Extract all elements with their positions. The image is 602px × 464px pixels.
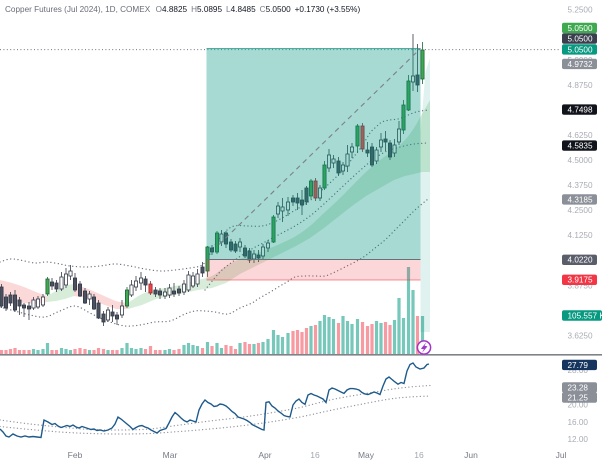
svg-text:4.3185: 4.3185 (568, 195, 593, 204)
svg-text:5.2500: 5.2500 (568, 6, 593, 15)
svg-text:16: 16 (310, 450, 320, 460)
svg-text:Jun: Jun (464, 450, 478, 460)
svg-text:3.6250: 3.6250 (568, 331, 593, 340)
svg-text:3.8750: 3.8750 (568, 281, 593, 290)
svg-text:12.00: 12.00 (568, 435, 589, 444)
svg-text:4.2500: 4.2500 (568, 206, 593, 215)
svg-text:27.79: 27.79 (568, 361, 589, 370)
svg-text:20.00: 20.00 (568, 401, 589, 410)
svg-text:5.0500: 5.0500 (568, 45, 593, 54)
svg-text:4.0220: 4.0220 (568, 256, 593, 265)
svg-text:4.7498: 4.7498 (568, 106, 593, 115)
svg-text:May: May (358, 450, 375, 460)
svg-text:Apr: Apr (258, 450, 271, 460)
svg-text:Mar: Mar (163, 450, 178, 460)
svg-text:5.0500: 5.0500 (568, 34, 593, 43)
svg-text:Jul: Jul (556, 450, 567, 460)
svg-text:4.6250: 4.6250 (568, 131, 593, 140)
svg-text:16: 16 (414, 450, 424, 460)
svg-text:5.0500: 5.0500 (568, 24, 593, 33)
svg-text:4.5000: 4.5000 (568, 156, 593, 165)
svg-text:4.5835: 4.5835 (568, 142, 593, 151)
svg-text:4.9732: 4.9732 (568, 60, 593, 69)
svg-text:Feb: Feb (68, 450, 83, 460)
svg-text:16.00: 16.00 (568, 418, 589, 427)
svg-text:21.25: 21.25 (568, 393, 589, 402)
svg-text:Copper Futures (Jul 2024), 1D,: Copper Futures (Jul 2024), 1D, COMEX O4.8… (5, 5, 360, 14)
svg-text:4.8750: 4.8750 (568, 81, 593, 90)
svg-text:4.3750: 4.3750 (568, 181, 593, 190)
svg-text:28.00: 28.00 (568, 366, 589, 375)
svg-text:3.9175: 3.9175 (568, 276, 593, 285)
svg-text:23.28: 23.28 (568, 383, 589, 392)
svg-text:4.1250: 4.1250 (568, 231, 593, 240)
svg-text:105.557 K: 105.557 K (568, 311, 602, 320)
